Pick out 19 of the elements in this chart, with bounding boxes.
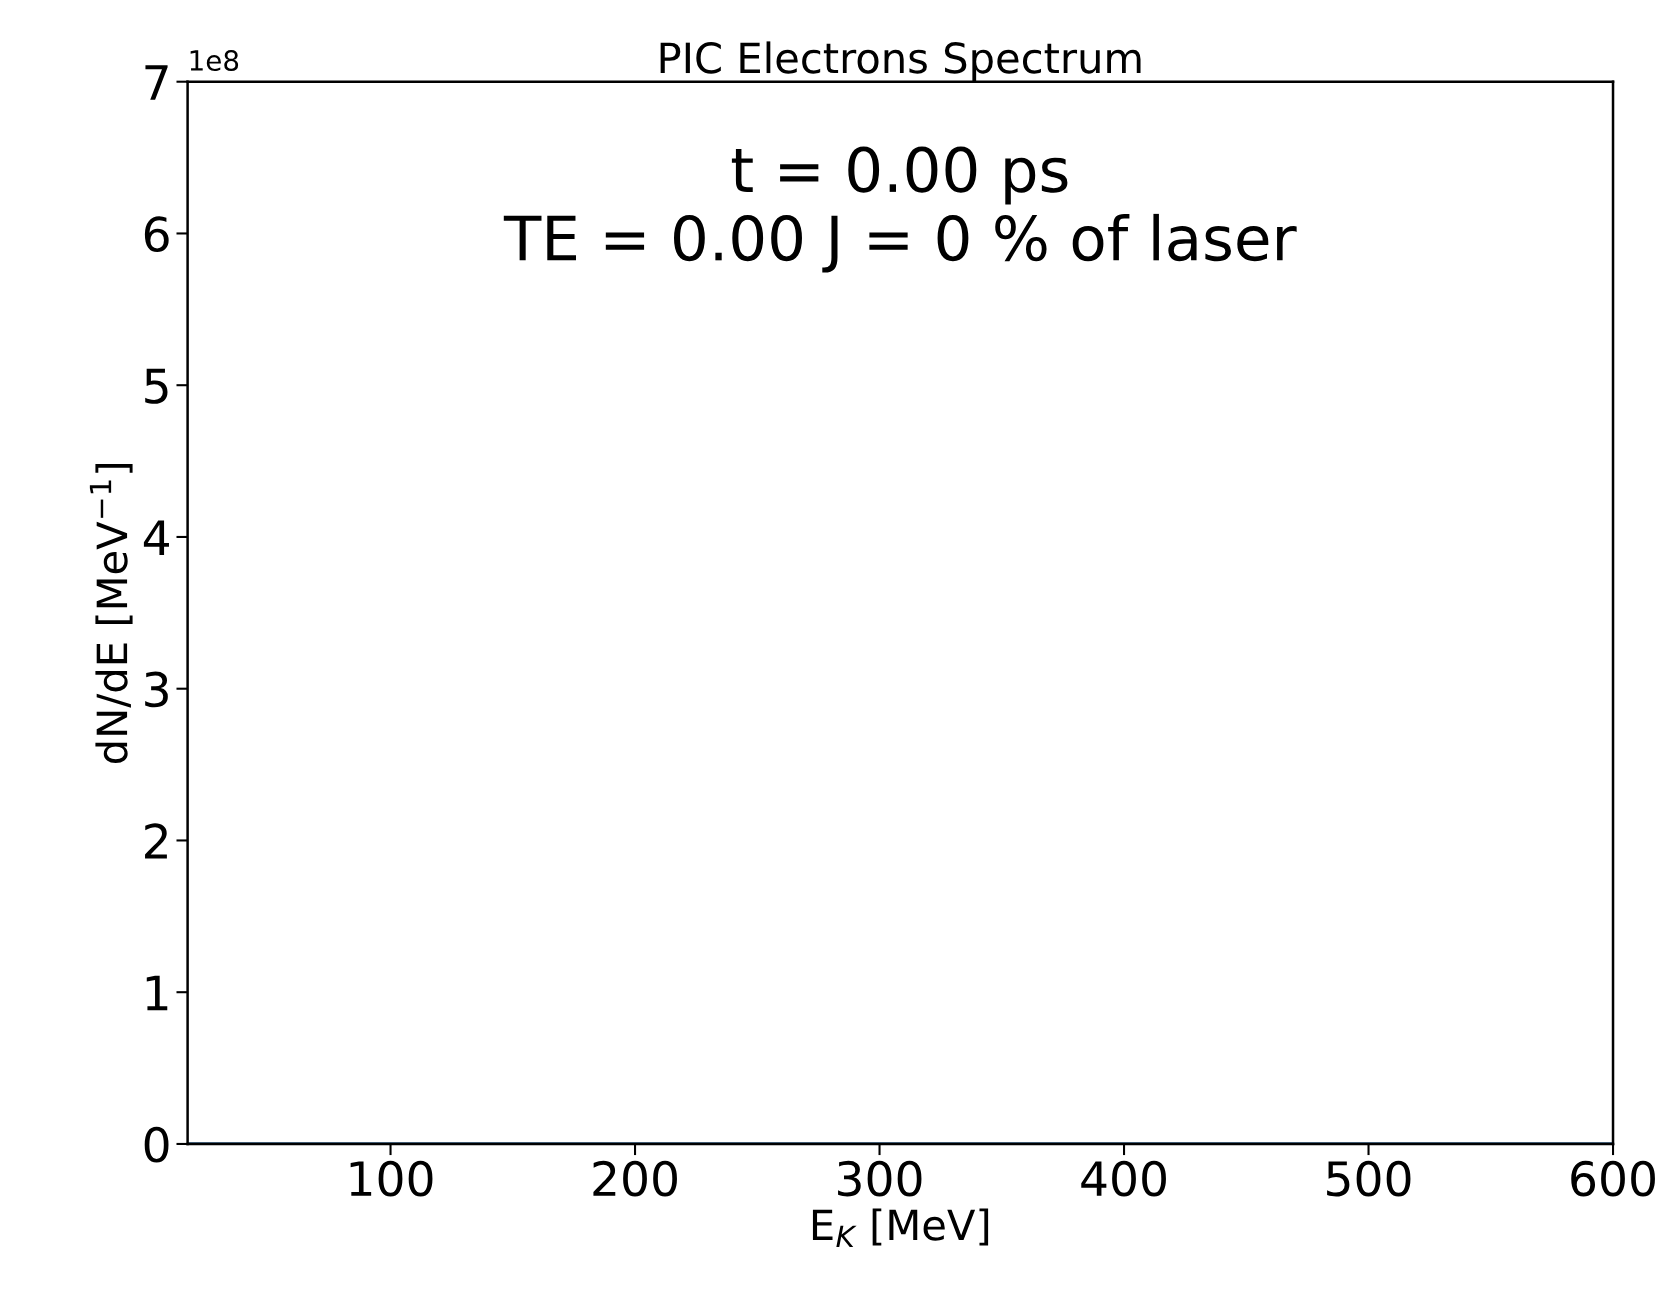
x-tick-label: 100 <box>350 1160 433 1197</box>
x-tick-label: 400 <box>1081 1160 1166 1197</box>
y-tick-label: 4 <box>143 520 169 555</box>
y-tick-label: 7 <box>145 65 168 100</box>
x-tick-label: 500 <box>1327 1160 1411 1197</box>
chart-title: PIC Electrons Spectrum <box>660 41 1141 82</box>
y-axis-title: dN/dE [MeV$^{−1}$] <box>89 464 133 764</box>
y-tick-label: 1 <box>146 975 168 1011</box>
x-tick-label: 600 <box>1571 1160 1655 1197</box>
annotation: t = 0.00 ps TE = 0.00 J = 0 % of laser <box>503 146 1297 273</box>
x-tick-label: 300 <box>838 1160 922 1197</box>
x-axis-title: E$_{K}$ [MeV] <box>812 1208 989 1247</box>
text: 1e8 <box>190 50 239 72</box>
x-tick-label: 200 <box>593 1160 677 1197</box>
y-tick-label: 3 <box>145 671 168 708</box>
y-tick-label: 5 <box>145 368 168 404</box>
y-tick-label: 2 <box>145 823 167 859</box>
y-tick-label: 0 <box>144 1126 169 1163</box>
y-tick-label: 6 <box>144 216 169 253</box>
